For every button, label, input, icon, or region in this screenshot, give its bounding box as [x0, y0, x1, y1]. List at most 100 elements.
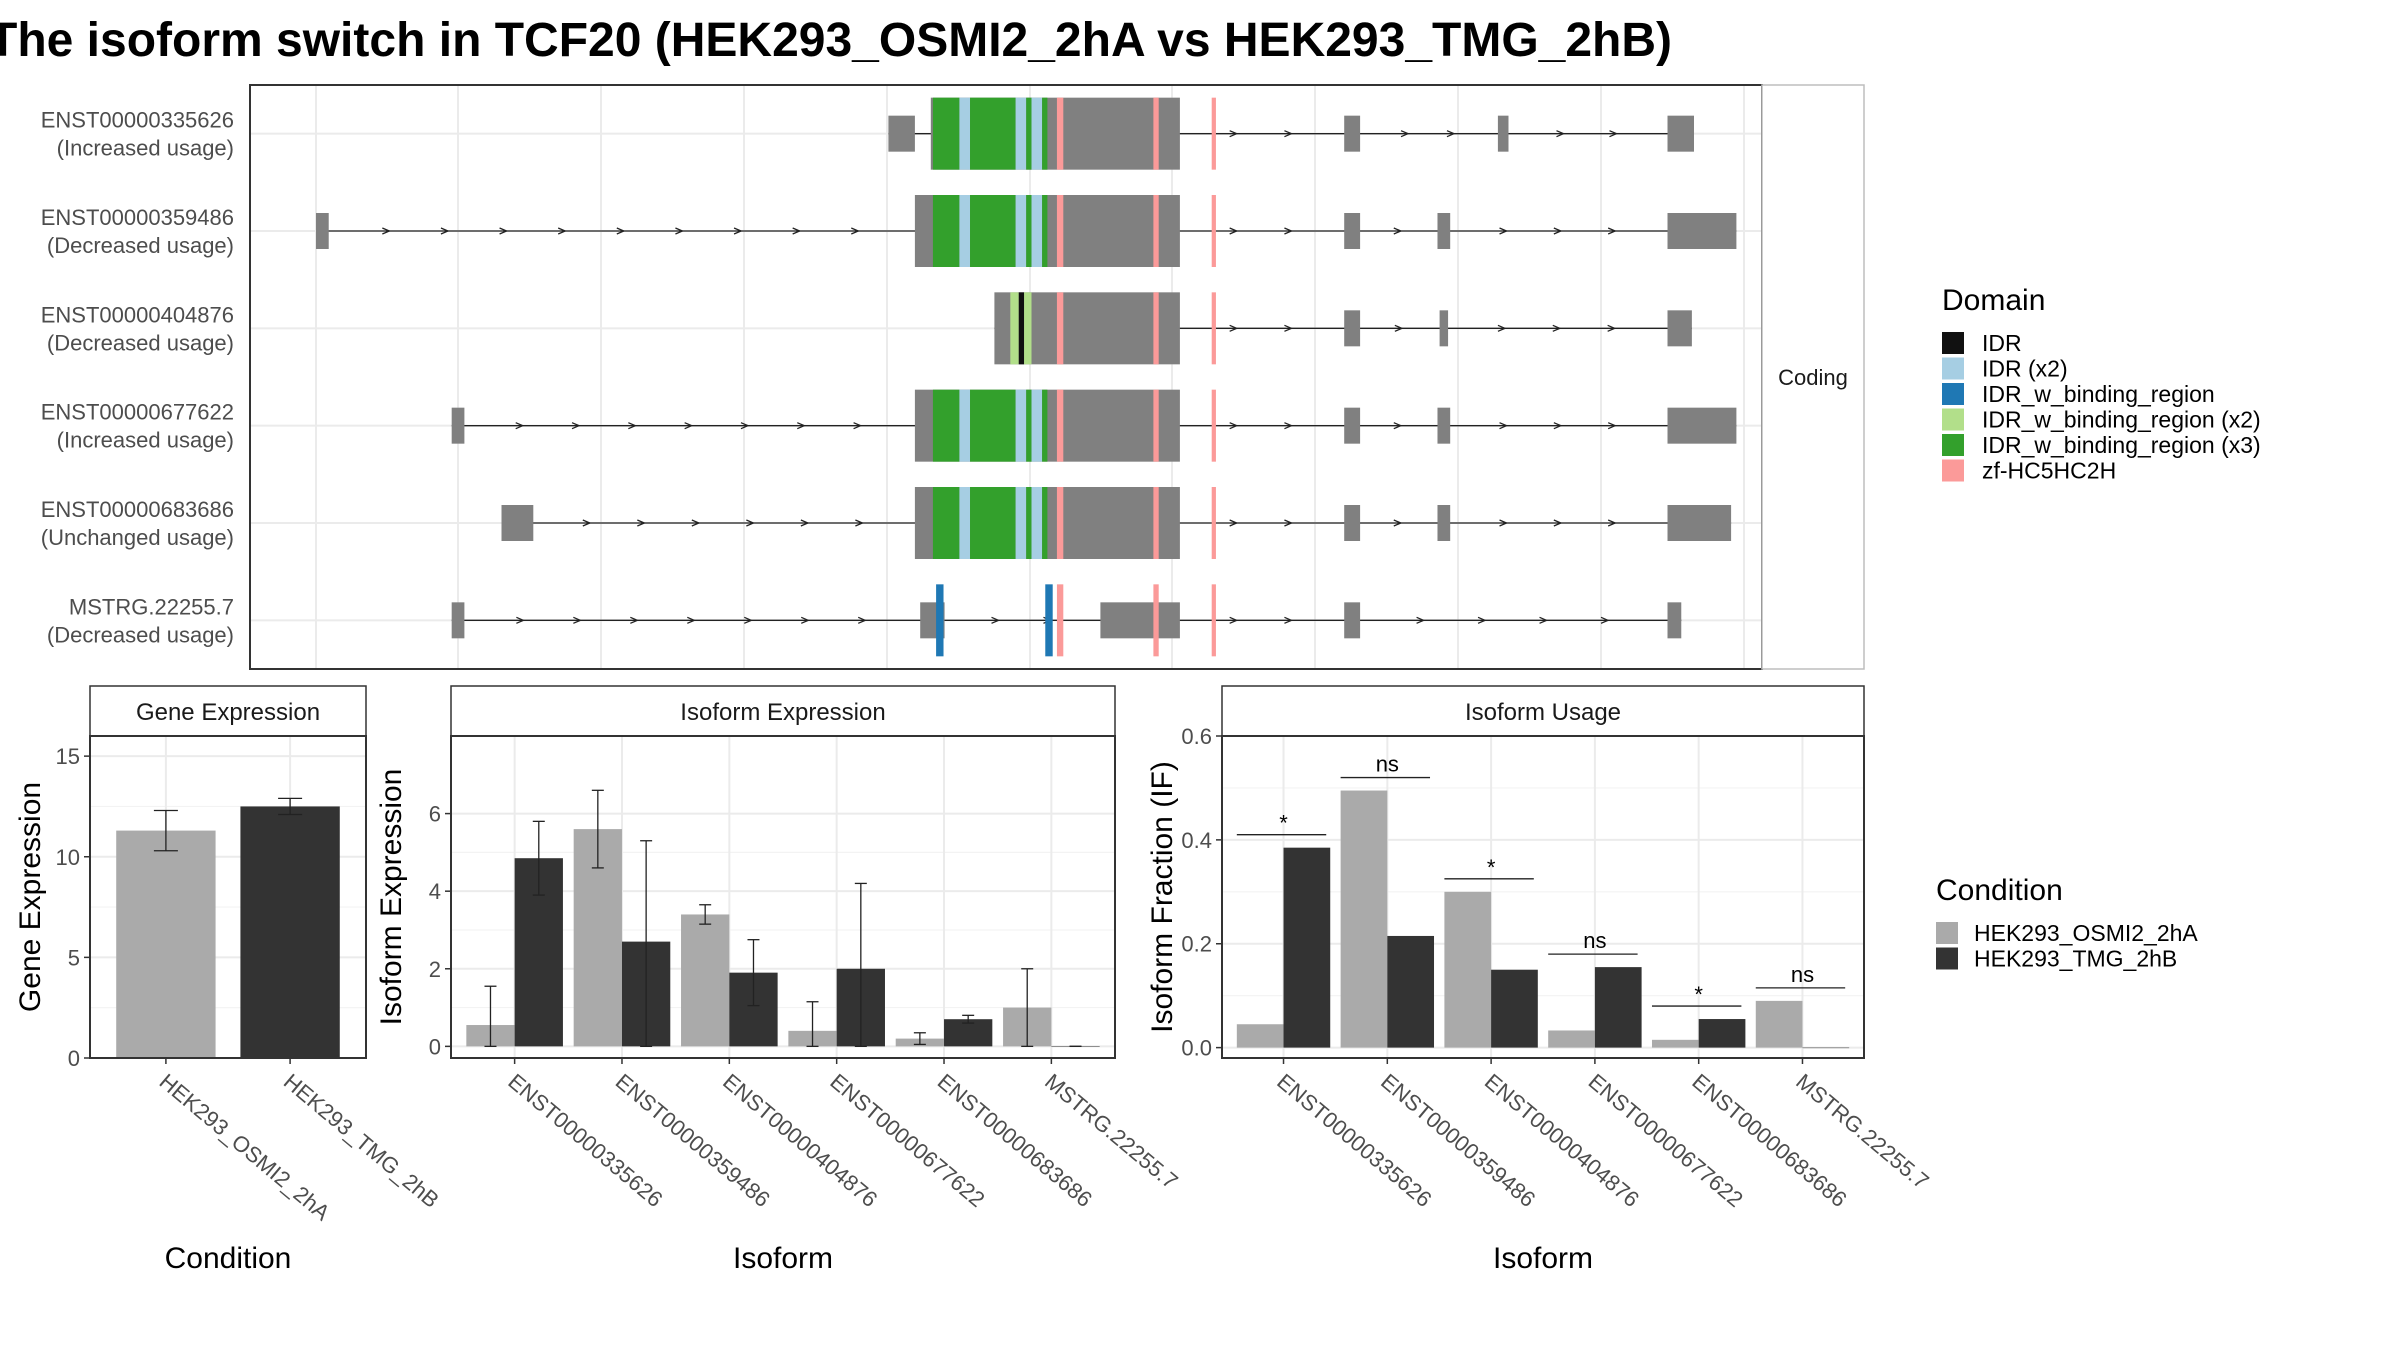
intron-arrow — [1229, 422, 1239, 430]
y-tick-label: 0 — [68, 1046, 80, 1071]
legend-condition-label: HEK293_TMG_2hB — [1974, 946, 2177, 972]
intron-arrow — [1284, 422, 1294, 430]
intron-arrow — [1416, 616, 1426, 624]
exon — [1667, 602, 1682, 639]
domain-idr-w-binding-region-x3- — [970, 97, 1016, 170]
bar — [116, 830, 216, 1058]
intron-arrow — [740, 422, 750, 430]
intron-arrow — [1553, 227, 1563, 235]
bar — [1651, 1039, 1699, 1048]
exon — [316, 213, 329, 249]
bar — [240, 806, 340, 1058]
intron-arrow — [1284, 324, 1294, 332]
isoform-usage-label: (Increased usage) — [57, 428, 234, 453]
significance-label: ns — [1376, 752, 1399, 777]
legend-domain-key — [1942, 383, 1964, 405]
intron-arrow — [691, 519, 701, 527]
bar — [1802, 1047, 1850, 1049]
intron-arrow — [1229, 616, 1239, 624]
intron-arrow — [628, 422, 637, 430]
exon — [1667, 213, 1737, 249]
y-tick-label: 15 — [56, 744, 80, 769]
domain-zf-hc5hc2h — [1211, 584, 1216, 657]
y-axis-title: Isoform Expression — [375, 769, 408, 1026]
intron-arrow — [1607, 519, 1617, 527]
domain-idr-x2- — [1015, 97, 1027, 170]
domain-idr — [1018, 292, 1025, 365]
domain-idr-w-binding-region-x3- — [1042, 97, 1048, 170]
intron-arrow — [1229, 130, 1239, 138]
intron-arrow — [687, 616, 696, 624]
domain-idr-w-binding-region-x2- — [1024, 292, 1032, 365]
domain-idr-w-binding-region-x3- — [970, 487, 1016, 559]
y-tick-label: 6 — [429, 802, 441, 827]
domain-zf-hc5hc2h — [1056, 195, 1064, 267]
intron-arrow — [1497, 324, 1507, 332]
significance-label: * — [1487, 855, 1496, 880]
domain-idr-x2- — [959, 97, 971, 170]
domain-zf-hc5hc2h — [1211, 97, 1216, 170]
domain-idr-w-binding-region-x3- — [1042, 195, 1048, 267]
isoform-id-label: ENST00000359486 — [41, 205, 234, 230]
domain-idr-w-binding-region-x3- — [1042, 389, 1048, 462]
intron-arrow — [1607, 422, 1617, 430]
exon — [1344, 115, 1361, 152]
isoform-usage-label: (Decreased usage) — [47, 233, 234, 258]
isoform-usage-label: (Decreased usage) — [47, 622, 234, 647]
panel-border — [450, 735, 1116, 1059]
intron-arrow — [557, 227, 567, 235]
isoform-structure-panel: ENST00000335626 (Increased usage) ENST0000… — [41, 84, 1865, 670]
intron-arrow — [1477, 616, 1487, 624]
domain-idr-w-binding-region-x3- — [1026, 487, 1032, 559]
bar — [1236, 1024, 1284, 1048]
y-tick-label: 0.2 — [1181, 932, 1212, 957]
facet-strip-label: Coding — [1778, 365, 1848, 390]
panel-border — [1221, 735, 1865, 1059]
bar — [681, 914, 730, 1047]
intron-arrow — [792, 227, 802, 235]
intron-arrow — [1284, 227, 1294, 235]
isoform-id-label: ENST00000677622 — [41, 400, 234, 425]
exon — [888, 115, 915, 152]
intron-arrow — [746, 519, 756, 527]
domain-zf-hc5hc2h — [1056, 584, 1064, 657]
exon — [1344, 310, 1361, 347]
domain-zf-hc5hc2h — [1211, 292, 1216, 365]
intron-arrow — [1539, 616, 1549, 624]
intron-arrow — [1499, 519, 1509, 527]
intron-arrow — [1499, 422, 1509, 430]
isoform-usage-label: (Unchanged usage) — [41, 525, 234, 550]
facet-strip — [1761, 84, 1865, 670]
domain-idr-w-binding-region-x3- — [970, 389, 1016, 462]
legend-domain-key — [1942, 357, 1964, 380]
intron-arrow — [1553, 422, 1563, 430]
exon — [1667, 505, 1732, 541]
bar — [1755, 1000, 1803, 1048]
significance-label: * — [1694, 982, 1703, 1007]
y-axis-title: Isoform Fraction (IF) — [1146, 761, 1179, 1033]
domain-idr-w-binding-region-x3- — [1026, 195, 1032, 267]
domain-idr-x2- — [1031, 487, 1043, 559]
domain-zf-hc5hc2h — [1211, 389, 1216, 462]
domain-idr-x2- — [1031, 195, 1043, 267]
legend-condition-key — [1936, 947, 1958, 970]
domain-idr-w-binding-region — [936, 584, 944, 657]
intron-arrow — [515, 422, 525, 430]
figure-title: The isoform switch in TCF20 (HEK293_OSMI… — [0, 14, 1672, 67]
legend-domain-label: IDR_w_binding_region — [1982, 381, 2215, 407]
panel-title: Gene Expression — [136, 699, 320, 726]
domain-idr-x2- — [1015, 195, 1027, 267]
intron-arrow — [1600, 616, 1610, 624]
intron-arrow — [630, 616, 639, 624]
panel-strip — [89, 685, 367, 737]
domain-idr-x2- — [959, 487, 971, 559]
panel-title: Isoform Expression — [680, 699, 885, 726]
y-tick-label: 2 — [429, 957, 441, 982]
domain-idr-w-binding-region-x3- — [970, 195, 1016, 267]
domain-idr-w-binding-region-x3- — [1026, 389, 1032, 462]
domain-zf-hc5hc2h — [1056, 389, 1064, 462]
legend-domain-title: Domain — [1942, 284, 2045, 317]
domain-idr-w-binding-region-x3- — [932, 389, 960, 462]
intron-arrow — [744, 616, 753, 624]
